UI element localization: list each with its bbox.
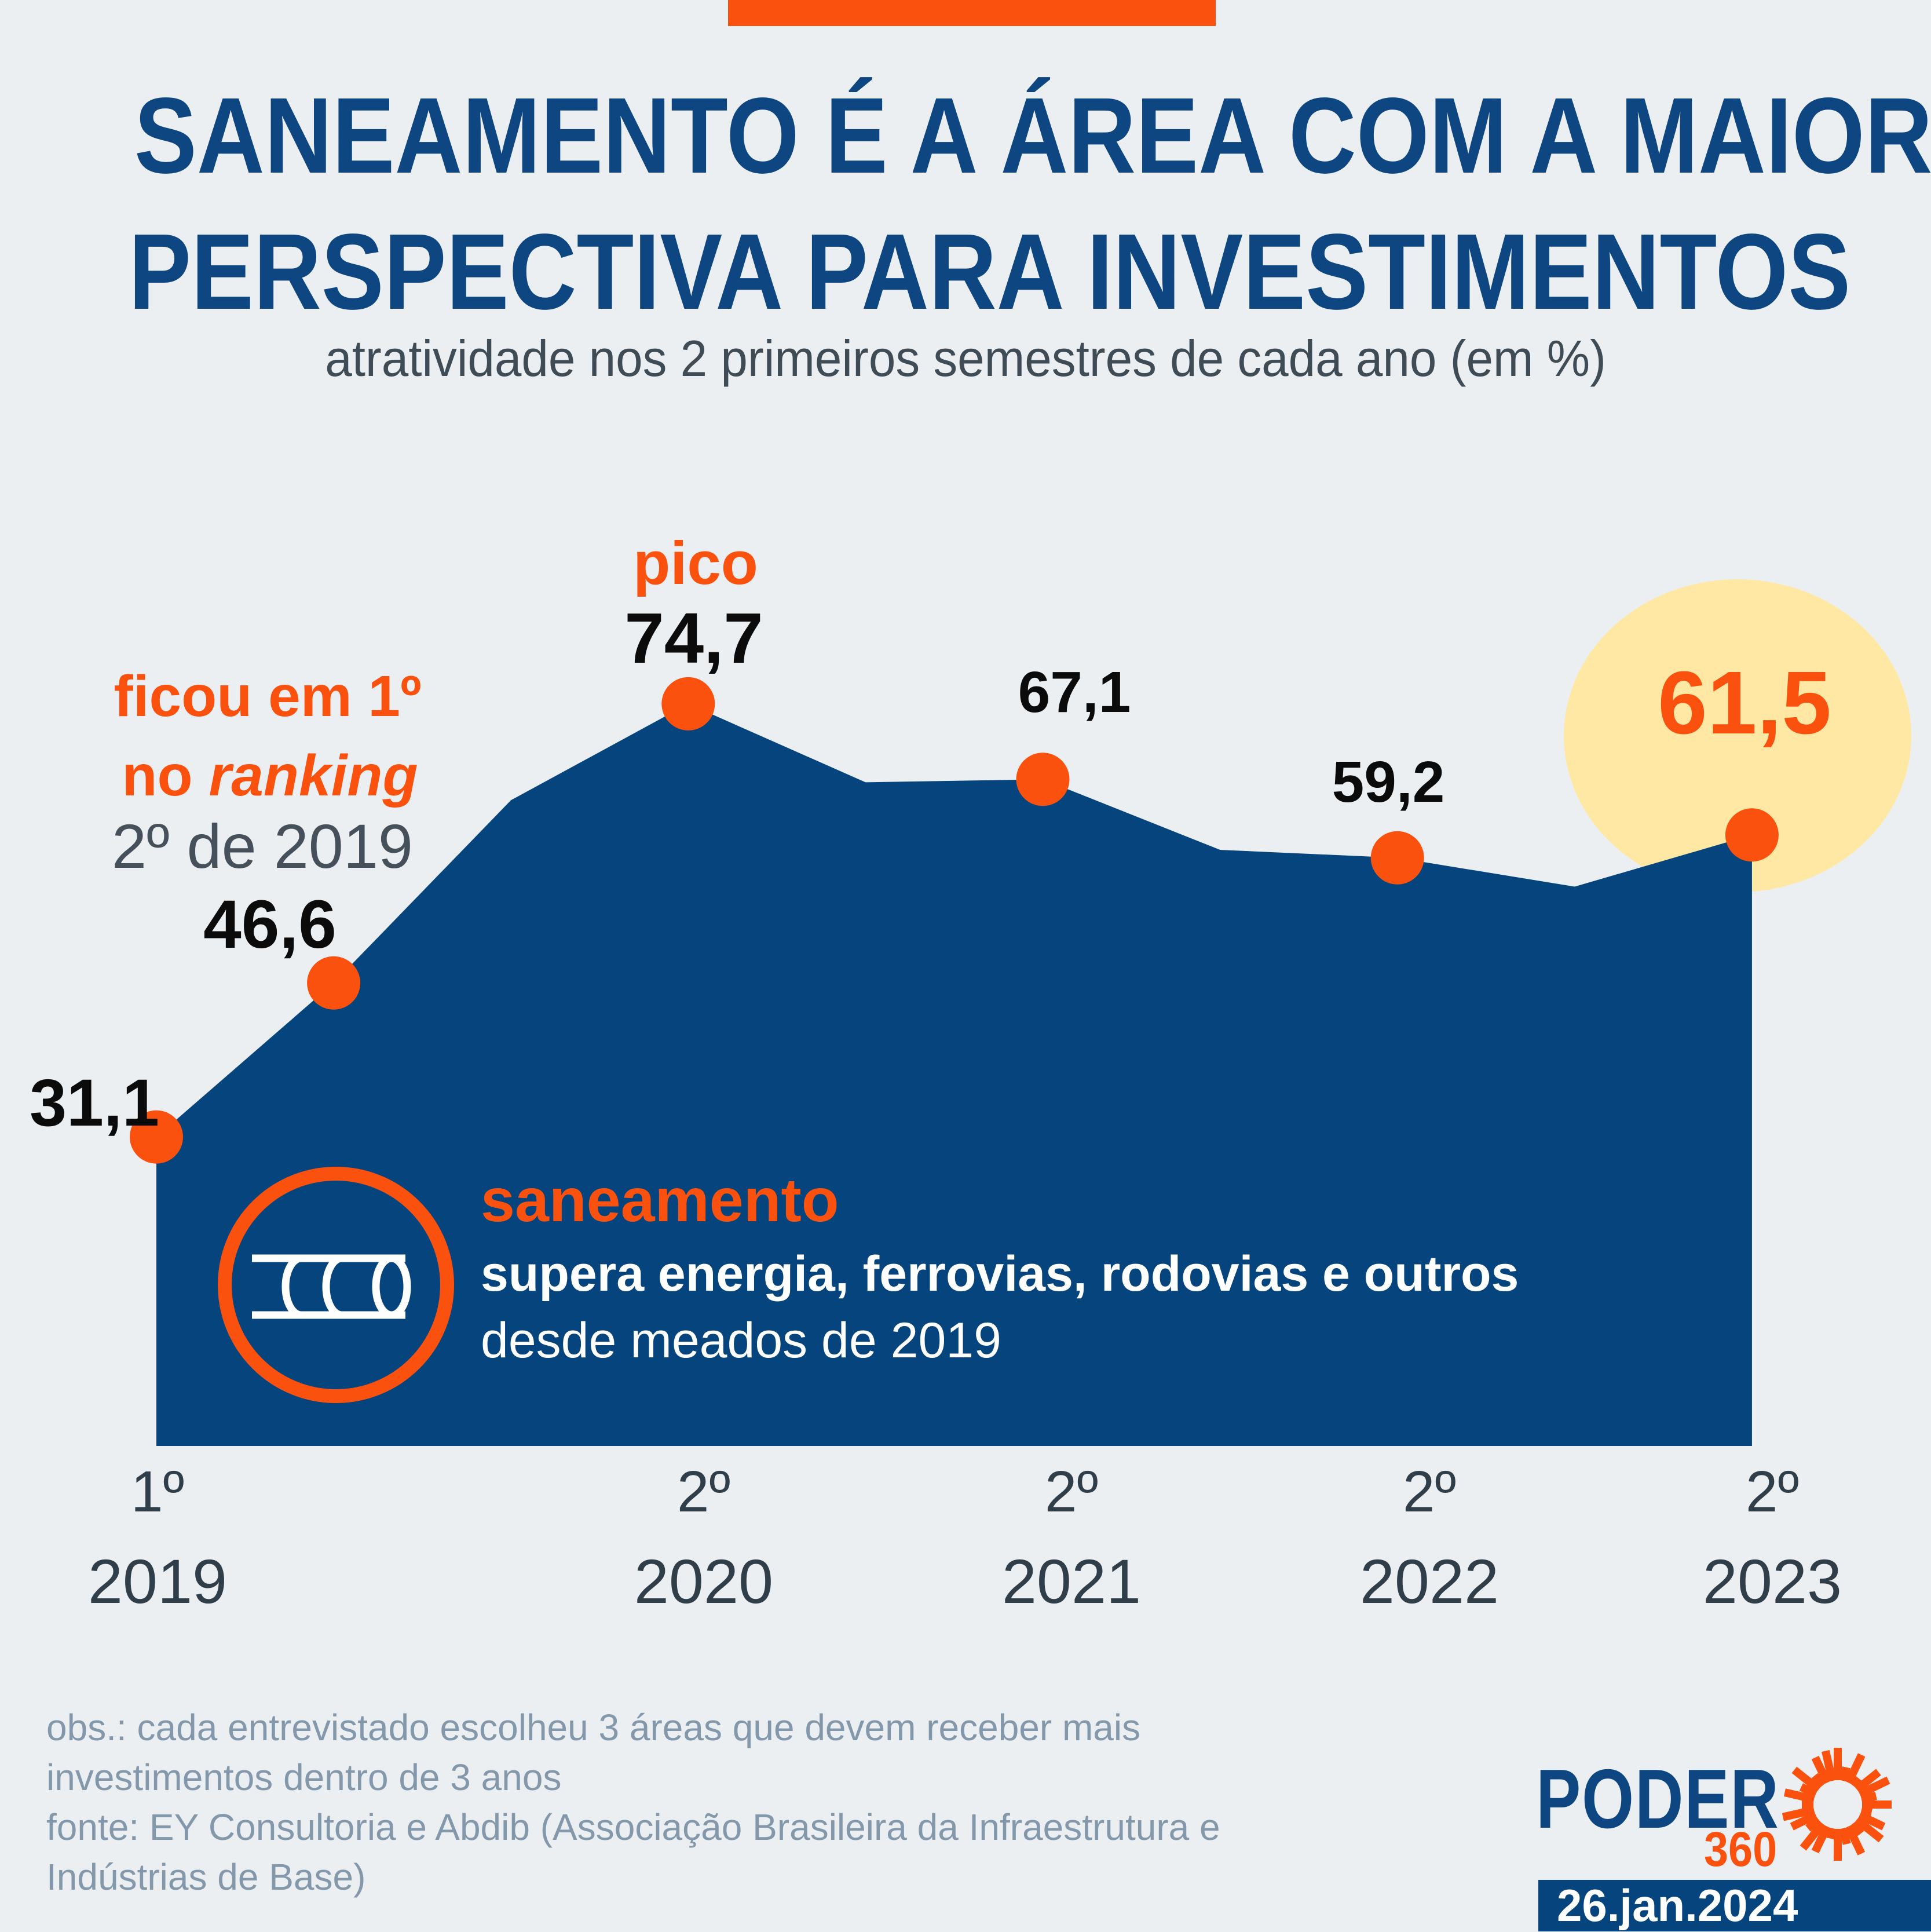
point-label-2019-1: 31,1 (30, 1066, 159, 1140)
sunburst-ray (1799, 1783, 1818, 1798)
point-label-2023-2-highlighted: 61,5 (1658, 653, 1831, 753)
x-tick-year: 2022 (1359, 1546, 1500, 1616)
x-tick-2020: 2º 2020 (634, 1459, 773, 1617)
x-tick-year: 2023 (1702, 1546, 1842, 1616)
page-subtitle: atratividade nos 2 primeiros semestres d… (0, 329, 1931, 388)
annotation-rank-line2: no ranking (122, 743, 418, 809)
sunburst-ray (1849, 1821, 1864, 1836)
page-title-line2: PERSPECTIVA PARA INVESTIMENTOS (0, 218, 1931, 326)
x-tick-2019: 1º 2019 (88, 1459, 227, 1617)
footer-fonte-line1: fonte: EY Consultoria e Abdib (Associaçã… (46, 1806, 1220, 1848)
marker-22023 (1725, 808, 1779, 862)
legend-line2: desde meados de 2019 (481, 1313, 1001, 1368)
legend-line1: supera energia, ferrovias, rodovias e ou… (481, 1246, 1519, 1302)
point-label-2020-2-peak: 74,7 (624, 599, 763, 678)
annotation-pico: pico (633, 529, 758, 597)
point-label-2022-2: 59,2 (1332, 750, 1445, 815)
sunburst-ray (1800, 1821, 1826, 1851)
sunburst-ray (1822, 1750, 1837, 1782)
point-label-2019-2: 46,6 (203, 886, 337, 963)
date-badge: 26.jan.2024 (1538, 1880, 1931, 1931)
annotation-rank-line2-prefix: no (122, 743, 209, 808)
sunburst-ray (1811, 1755, 1831, 1785)
marker-12019 (130, 1110, 183, 1164)
legend-title: saneamento (481, 1166, 839, 1235)
poder360-logo-number: 360 (1704, 1822, 1778, 1876)
sunburst-ray (1857, 1776, 1890, 1798)
date-text: 26.jan.2024 (1557, 1880, 1798, 1931)
page-title-line2-text: PERSPECTIVA PARA INVESTIMENTOS (129, 212, 1851, 332)
poder360-sunburst-icon (1782, 1748, 1892, 1861)
marker-22020 (661, 677, 715, 731)
sunburst-ray (1811, 1824, 1831, 1854)
sunburst-ray (1826, 1827, 1837, 1840)
annotation-rank-line2-italic: ranking (209, 743, 418, 808)
sunburst-ray (1854, 1769, 1881, 1793)
annotation-rank-line1: ficou em 1º (114, 664, 422, 729)
footer-obs-line2: investimentos dentro de 3 anos (46, 1756, 562, 1798)
sunburst-ray (1839, 1827, 1851, 1845)
poder360-logo-wordmark: PODER (1536, 1752, 1780, 1846)
x-tick-year: 2021 (1001, 1546, 1142, 1616)
x-tick-2021: 2º 2021 (1002, 1459, 1141, 1617)
page-subtitle-text: atratividade nos 2 primeiros semestres d… (325, 330, 1606, 387)
x-tick-year: 2019 (87, 1546, 228, 1616)
highlight-circle (1564, 579, 1911, 892)
data-point-markers (130, 677, 1779, 1164)
x-tick-sem: 1º (130, 1459, 185, 1524)
sunburst-ray (1811, 1773, 1826, 1788)
sunburst-ray (1849, 1776, 1862, 1788)
marker-22019 (307, 956, 361, 1010)
sunburst-ray (1805, 1816, 1822, 1832)
sunburst-ray (1857, 1811, 1886, 1831)
sunburst-ray (1844, 1824, 1866, 1856)
x-tick-sem: 2º (1402, 1459, 1457, 1524)
page-title-line1: SANEAMENTO É A ÁREA COM A MAIOR (0, 82, 1931, 190)
x-tick-2022: 2º 2022 (1360, 1459, 1499, 1617)
annotation-rank-line3: 2º de 2019 (112, 811, 413, 881)
sunburst-ray (1854, 1816, 1884, 1843)
x-tick-sem: 2º (1044, 1459, 1099, 1524)
pipe-icon (218, 1167, 454, 1403)
footer-obs-line1: obs.: cada entrevistado escolheu 3 áreas… (46, 1707, 1141, 1748)
sunburst-ray (1782, 1806, 1815, 1821)
sunburst-ray (1791, 1766, 1822, 1793)
marker-22022 (1370, 831, 1424, 885)
point-label-2021-2: 67,1 (1018, 660, 1131, 725)
sunburst-ray (1783, 1788, 1815, 1803)
sunburst-ray (1844, 1753, 1866, 1785)
footer-fonte-line2: Indústrias de Base) (46, 1856, 366, 1898)
top-accent-bar (728, 0, 1216, 26)
sunburst-ray (1860, 1806, 1873, 1817)
marker-22021 (1016, 753, 1070, 806)
x-tick-2023: 2º 2023 (1703, 1459, 1842, 1617)
x-tick-year: 2020 (634, 1546, 774, 1616)
x-tick-sem: 2º (676, 1459, 731, 1524)
sunburst-ray (1839, 1766, 1850, 1782)
x-tick-sem: 2º (1745, 1459, 1800, 1524)
page-title-line1-text: SANEAMENTO É A ÁREA COM A MAIOR (134, 76, 1931, 196)
sunburst-ray (1860, 1792, 1877, 1803)
area-series-saneamento (156, 703, 1752, 1446)
sunburst-ray (1790, 1811, 1818, 1831)
